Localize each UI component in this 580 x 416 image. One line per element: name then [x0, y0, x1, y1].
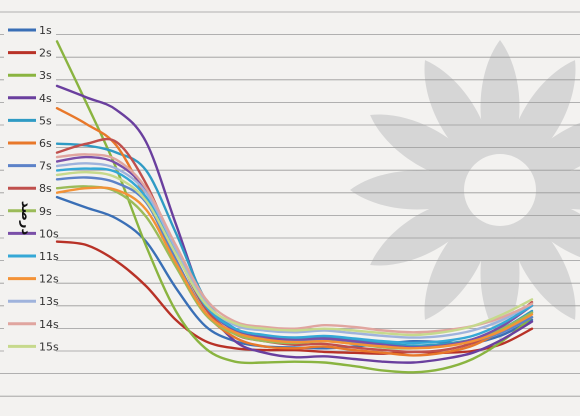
- series-line-4s: [55, 84, 534, 364]
- legend-label-8s: 8s: [39, 182, 52, 195]
- legend-label-15s: 15s: [39, 340, 59, 353]
- watermark-petal: [480, 40, 520, 170]
- legend-label-3s: 3s: [39, 69, 52, 82]
- series-line-11s: [55, 167, 534, 345]
- legend-label-10s: 10s: [39, 227, 59, 240]
- legend-label-2s: 2s: [39, 47, 52, 60]
- legend-label-14s: 14s: [39, 318, 59, 331]
- legend-label-11s: 11s: [39, 250, 59, 263]
- legend-label-4s: 4s: [39, 92, 52, 105]
- legend-label-6s: 6s: [39, 137, 52, 150]
- legend-label-9s: 9s: [39, 205, 52, 218]
- watermark-petal: [520, 170, 580, 210]
- background-flower-watermark: [350, 40, 580, 340]
- legend-label-7s: 7s: [39, 160, 52, 173]
- series-line-3s: [55, 40, 534, 374]
- watermark-petal: [424, 60, 492, 173]
- series-line-13s: [55, 162, 534, 339]
- watermark-center: [464, 154, 536, 226]
- series-line-15s: [55, 170, 534, 337]
- series-line-8s: [55, 137, 534, 354]
- chart-legend: 1s 2s 3s 4s 5s 6s 7s 8s 9s 10s 11s 12s 13s 14s 15s: [4, 22, 59, 355]
- series-line-14s: [55, 153, 534, 334]
- watermark-petal: [508, 60, 576, 173]
- watermark-petal: [350, 170, 480, 210]
- legend-label-5s: 5s: [39, 114, 52, 127]
- series-line-2s: [55, 240, 534, 355]
- series-line-12s: [55, 186, 534, 350]
- watermark-petal: [508, 207, 576, 320]
- watermark-petal: [424, 207, 492, 320]
- legend-label-13s: 13s: [39, 295, 59, 308]
- legend-label-1s: 1s: [39, 24, 52, 37]
- watermark-petal: [480, 210, 520, 340]
- chart-series-lines: [55, 40, 534, 374]
- legend-label-12s: 12s: [39, 273, 59, 286]
- y-axis-label: درصد: [18, 201, 33, 236]
